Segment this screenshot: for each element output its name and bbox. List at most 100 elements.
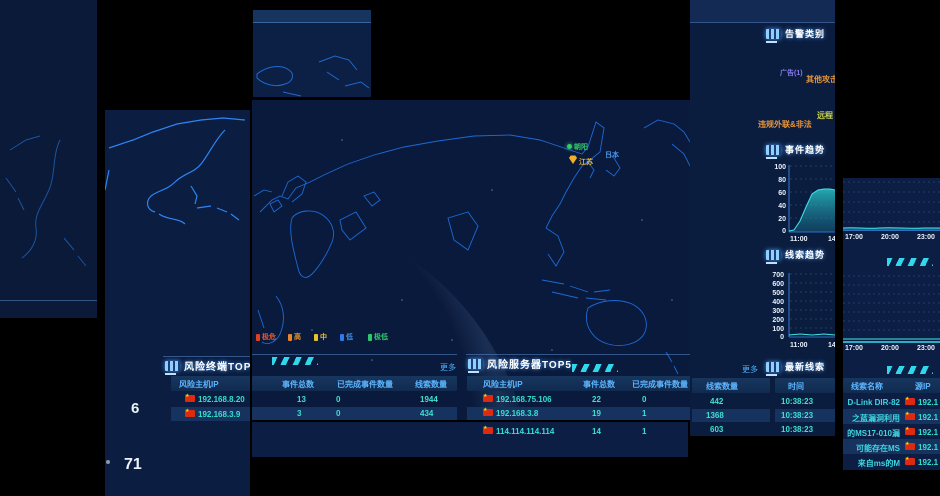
clue-time: 10:38:23 bbox=[781, 411, 814, 420]
clue-name: D-Link DIR-82 bbox=[847, 398, 900, 407]
alarm-label[interactable]: 违规外联&非法 bbox=[758, 120, 812, 129]
col-risk-host-ip: 风险主机IP bbox=[483, 380, 523, 389]
legend-label: 极危 bbox=[262, 334, 276, 341]
source-ip: 192.1 bbox=[918, 458, 939, 467]
event-trend-title: 事件趋势 bbox=[766, 143, 825, 159]
fragment-far-right-column: 17:00 20:00 23:00 17:00 20:00 23:00 线索名称… bbox=[843, 178, 940, 470]
y-tick: 0 bbox=[780, 334, 784, 341]
world-map-dark bbox=[5, 135, 87, 267]
fragment-left-strip bbox=[0, 0, 97, 318]
title-slashes-decoration bbox=[272, 357, 318, 365]
panel-title-text: 最新线索 bbox=[785, 362, 826, 372]
x-tick: 23:00 bbox=[917, 345, 935, 352]
panel-icon bbox=[165, 360, 180, 375]
fragment-bottom-row: 114.114.114.114 14 1 bbox=[252, 422, 688, 457]
panel-icon bbox=[766, 144, 781, 159]
table-row[interactable]: 10:38:23 bbox=[775, 409, 835, 422]
cn-flag-icon bbox=[185, 393, 195, 402]
col-clue-name: 线索名称 bbox=[851, 382, 883, 391]
panel-icon bbox=[766, 361, 781, 376]
legend-item-medium: 中 bbox=[314, 332, 327, 342]
y-tick: 20 bbox=[778, 216, 786, 223]
terminal-table-header: 风险主机IP bbox=[171, 376, 250, 391]
window-top-bar bbox=[690, 0, 835, 23]
x-tick: 14:00 bbox=[828, 342, 835, 349]
fragment-left-panel: 6 71 风险终端TOP5 风险主机IP 192.168.8.20 192.16… bbox=[105, 110, 250, 496]
y-tick: 200 bbox=[772, 317, 784, 324]
clue-time: 10:38:23 bbox=[781, 425, 814, 434]
fragment-right-column: 告警类别 广告(1) 其他攻击 远程 违规外联&非法 事件趋势 100 80 6… bbox=[690, 0, 835, 436]
table-row[interactable]: 13 0 1944 bbox=[252, 392, 457, 406]
y-tick: 0 bbox=[782, 228, 786, 235]
more-link-terminal[interactable]: 更多 bbox=[440, 363, 456, 372]
map-marker-pin[interactable] bbox=[569, 155, 577, 164]
alarm-label[interactable]: 远程 bbox=[817, 111, 833, 120]
table-row[interactable]: 114.114.114.114 14 1 bbox=[467, 424, 688, 438]
table-row[interactable]: 10:38:23 bbox=[775, 423, 835, 436]
table-row[interactable]: 192.168.75.106 22 0 bbox=[467, 392, 690, 406]
table-row[interactable]: 的MS17-010漏 192.1 bbox=[843, 424, 940, 439]
table-row[interactable]: 1368 bbox=[692, 409, 770, 422]
table-row[interactable]: 3 0 434 bbox=[252, 407, 457, 420]
alarm-label[interactable]: 广告(1) bbox=[780, 70, 803, 77]
table-row[interactable]: 192.168.8.20 bbox=[171, 392, 250, 406]
x-tick: 17:00 bbox=[845, 345, 863, 352]
risk-host-ip: 192.168.75.106 bbox=[496, 395, 552, 404]
event-total: 14 bbox=[592, 427, 601, 436]
legend-label: 高 bbox=[294, 334, 301, 341]
col-event-total: 事件总数 bbox=[583, 380, 615, 389]
clue-count: 434 bbox=[420, 409, 434, 418]
event-total: 3 bbox=[297, 409, 302, 418]
clue-count: 603 bbox=[710, 425, 724, 434]
clue-name: 可能存在MS bbox=[856, 444, 900, 453]
col-event-total: 事件总数 bbox=[282, 380, 314, 389]
table-row[interactable]: 之蓝漏洞利用 192.1 bbox=[843, 409, 940, 424]
col-time: 时间 bbox=[788, 382, 804, 391]
risk-host-ip: 114.114.114.114 bbox=[496, 427, 555, 436]
panel-border-line bbox=[163, 356, 250, 357]
latest-clues-title: 最新线索 bbox=[766, 360, 826, 376]
table-row[interactable]: 603 bbox=[692, 423, 770, 436]
x-tick: 23:00 bbox=[917, 234, 935, 241]
terminal-top5-title: 风险终端TOP5 bbox=[165, 358, 250, 375]
clue-count: 1944 bbox=[420, 395, 438, 404]
y-tick: 80 bbox=[778, 177, 786, 184]
window-top-bar bbox=[253, 10, 371, 23]
risk-host-ip: 192.168.8.20 bbox=[198, 395, 245, 404]
map-marker-label[interactable]: 朝阳 bbox=[574, 144, 588, 151]
earth-globe bbox=[105, 250, 250, 496]
source-ip: 192.1 bbox=[918, 443, 939, 452]
clue-name: 的MS17-010漏 bbox=[847, 429, 900, 438]
y-tick: 100 bbox=[774, 164, 786, 171]
table-row[interactable]: D-Link DIR-82 192.1 bbox=[843, 394, 940, 409]
y-tick: 400 bbox=[772, 299, 784, 306]
table-row[interactable]: 192.168.3.9 bbox=[171, 407, 250, 421]
table-row[interactable]: 10:38:23 bbox=[775, 394, 835, 408]
y-tick: 300 bbox=[772, 308, 784, 315]
terminal-table-header: 事件总数 已完成事件数量 线索数量 bbox=[252, 376, 457, 391]
source-ip: 192.1 bbox=[918, 413, 939, 422]
map-cluster-count[interactable]: 6 bbox=[131, 400, 140, 417]
more-link-server[interactable]: 更多 bbox=[742, 365, 758, 374]
cn-flag-icon bbox=[905, 396, 915, 405]
alarm-label[interactable]: 其他攻击 bbox=[806, 75, 835, 84]
x-tick: 14:00 bbox=[828, 236, 835, 243]
fragment-top-map bbox=[253, 10, 371, 97]
table-row[interactable]: 来自ms的M 192.1 bbox=[843, 454, 940, 469]
clue-time: 10:38:23 bbox=[781, 397, 814, 406]
event-total: 22 bbox=[592, 395, 601, 404]
event-trend-chart bbox=[788, 165, 835, 233]
map-marker-label[interactable]: 江苏 bbox=[579, 159, 593, 166]
table-row[interactable]: 192.168.3.8 19 1 bbox=[467, 407, 690, 420]
col-clue-count: 线索数量 bbox=[415, 380, 447, 389]
cn-flag-icon bbox=[483, 407, 493, 416]
cn-flag-icon bbox=[905, 426, 915, 435]
col-event-done: 已完成事件数量 bbox=[632, 380, 688, 389]
cn-flag-icon bbox=[905, 441, 915, 450]
map-marker-dot[interactable] bbox=[567, 144, 572, 149]
table-row[interactable]: 442 bbox=[692, 394, 770, 408]
table-row[interactable]: 可能存在MS 192.1 bbox=[843, 439, 940, 454]
map-cluster-count[interactable]: 71 bbox=[124, 456, 142, 473]
panel-border-line bbox=[0, 300, 97, 301]
